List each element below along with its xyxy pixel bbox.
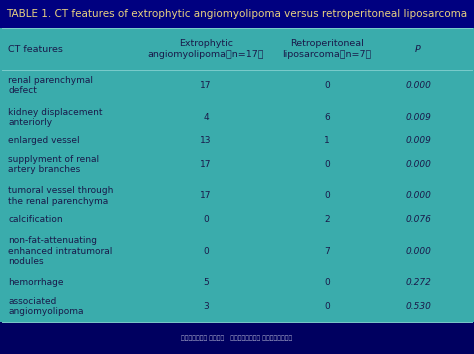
Text: 13: 13 <box>200 136 212 145</box>
Text: tumoral vessel through
the renal parenchyma: tumoral vessel through the renal parench… <box>8 186 113 206</box>
Text: 0: 0 <box>324 160 330 169</box>
Text: 0.000: 0.000 <box>405 247 431 256</box>
Text: 0: 0 <box>324 192 330 200</box>
Text: 0.009: 0.009 <box>405 113 431 122</box>
Text: 0: 0 <box>324 81 330 90</box>
Text: 6: 6 <box>324 113 330 122</box>
Text: associated
angiomyolipoma: associated angiomyolipoma <box>8 297 83 316</box>
Text: CT features: CT features <box>8 45 63 53</box>
Text: hemorrhage: hemorrhage <box>8 278 64 287</box>
Text: 0.076: 0.076 <box>405 215 431 224</box>
Text: 0.530: 0.530 <box>405 302 431 311</box>
FancyBboxPatch shape <box>0 0 474 28</box>
Text: Retroperitoneal
liposarcoma（n=7）: Retroperitoneal liposarcoma（n=7） <box>282 39 372 59</box>
Text: 0.009: 0.009 <box>405 136 431 145</box>
Text: 0.272: 0.272 <box>405 278 431 287</box>
Text: calcification: calcification <box>8 215 63 224</box>
Text: 7: 7 <box>324 247 330 256</box>
Text: TABLE 1. CT features of extrophytic angiomyolipoma versus retroperitoneal liposa: TABLE 1. CT features of extrophytic angi… <box>6 9 467 19</box>
Text: 0.000: 0.000 <box>405 81 431 90</box>
Text: 0.000: 0.000 <box>405 192 431 200</box>
Text: 5: 5 <box>203 278 209 287</box>
Text: 0: 0 <box>324 278 330 287</box>
Text: P: P <box>415 45 421 53</box>
Text: 1: 1 <box>324 136 330 145</box>
Text: 0: 0 <box>203 215 209 224</box>
Text: non-fat-attenuating
enhanced intratumoral
nodules: non-fat-attenuating enhanced intratumora… <box>8 236 112 266</box>
Text: kidney displacement
anteriorly: kidney displacement anteriorly <box>8 108 102 127</box>
Text: 4: 4 <box>203 113 209 122</box>
Text: supplyment of renal
artery branches: supplyment of renal artery branches <box>8 155 99 174</box>
Text: renal parenchymal
defect: renal parenchymal defect <box>8 76 93 96</box>
Text: 17: 17 <box>200 160 212 169</box>
Text: 3: 3 <box>203 302 209 311</box>
Text: Ⓡ全军医学院校 附属医院   Ⓡ广州军区总医院 放射影像说明中心: Ⓡ全军医学院校 附属医院 Ⓡ广州军区总医院 放射影像说明中心 <box>182 335 292 341</box>
FancyBboxPatch shape <box>0 322 474 354</box>
Text: 0: 0 <box>324 302 330 311</box>
Text: 17: 17 <box>200 81 212 90</box>
Text: 0: 0 <box>203 247 209 256</box>
Text: 17: 17 <box>200 192 212 200</box>
Text: 2: 2 <box>324 215 329 224</box>
Text: Extrophytic
angiomyolipoma（n=17）: Extrophytic angiomyolipoma（n=17） <box>148 39 264 59</box>
Text: 0.000: 0.000 <box>405 160 431 169</box>
Text: enlarged vessel: enlarged vessel <box>8 136 80 145</box>
